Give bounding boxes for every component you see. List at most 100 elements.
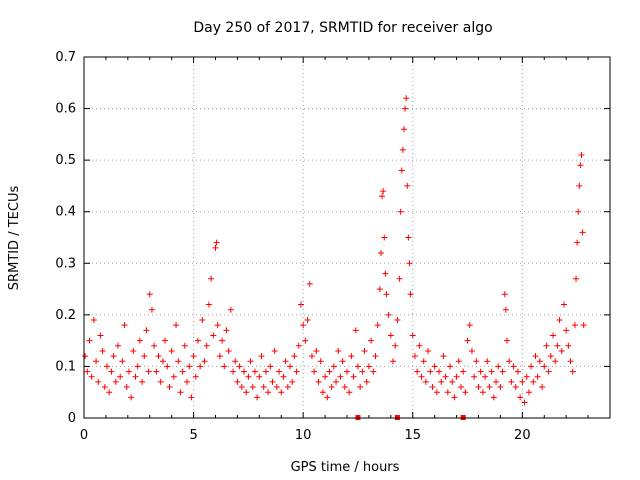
data-point — [99, 347, 106, 354]
data-point — [578, 151, 585, 158]
data-point — [93, 358, 100, 365]
data-point — [457, 384, 464, 391]
data-point — [106, 389, 113, 396]
data-point — [512, 384, 519, 391]
data-point — [132, 373, 139, 380]
data-point — [184, 378, 191, 385]
data-point — [173, 322, 180, 329]
plot-frame — [83, 56, 611, 419]
data-point — [219, 337, 226, 344]
data-point — [380, 188, 387, 195]
data-point — [422, 378, 429, 385]
data-point — [166, 384, 173, 391]
data-point — [234, 378, 241, 385]
data-point — [475, 384, 482, 391]
data-point — [576, 182, 583, 189]
data-point — [181, 342, 188, 349]
data-point — [300, 322, 307, 329]
data-point — [560, 301, 567, 308]
data-point — [377, 249, 384, 256]
data-point — [346, 389, 353, 396]
data-point — [88, 373, 95, 380]
data-point — [554, 342, 561, 349]
data-point — [112, 378, 119, 385]
x-tick-label: 10 — [295, 428, 312, 443]
data-point — [523, 373, 530, 380]
data-point — [495, 363, 502, 370]
data-point — [186, 363, 193, 370]
data-point — [190, 353, 197, 360]
data-point — [530, 378, 537, 385]
x-tick-label: 0 — [80, 428, 88, 443]
data-point — [541, 363, 548, 370]
data-point — [444, 389, 451, 396]
data-point — [289, 378, 296, 385]
data-point — [528, 363, 535, 370]
data-point — [139, 378, 146, 385]
data-point — [580, 322, 587, 329]
data-point — [565, 342, 572, 349]
data-point — [82, 353, 89, 360]
data-point — [322, 373, 329, 380]
data-point — [256, 373, 263, 380]
data-point — [306, 280, 313, 287]
data-point — [302, 337, 309, 344]
data-point — [243, 389, 250, 396]
x-axis-label: GPS time / hours — [291, 460, 400, 475]
data-point — [552, 358, 559, 365]
data-point — [517, 394, 524, 401]
data-point — [317, 358, 324, 365]
data-point — [381, 234, 388, 241]
data-point — [484, 358, 491, 365]
data-point — [192, 373, 199, 380]
y-axis-label: SRMTID / TECUs — [7, 186, 22, 291]
data-point — [501, 291, 508, 298]
data-point — [151, 342, 158, 349]
data-point — [258, 353, 265, 360]
data-point — [558, 347, 565, 354]
y-tick-label: 0.7 — [55, 50, 76, 65]
data-point — [297, 301, 304, 308]
y-tick-label: 0.4 — [55, 205, 76, 220]
data-point — [197, 363, 204, 370]
data-point — [539, 384, 546, 391]
data-point — [271, 347, 278, 354]
data-point — [453, 373, 460, 380]
data-point — [254, 394, 261, 401]
data-point — [506, 358, 513, 365]
data-point — [330, 363, 337, 370]
data-point — [238, 384, 245, 391]
data-point — [414, 368, 421, 375]
data-point — [221, 363, 228, 370]
data-point — [119, 358, 126, 365]
y-tick-label: 0.5 — [55, 153, 76, 168]
data-point — [114, 342, 121, 349]
data-point — [354, 363, 361, 370]
data-point — [203, 342, 210, 349]
data-point — [567, 358, 574, 365]
data-point — [493, 378, 500, 385]
data-point — [212, 244, 219, 251]
data-point — [236, 363, 243, 370]
data-point — [488, 368, 495, 375]
data-point — [370, 368, 377, 375]
data-point — [392, 342, 399, 349]
data-point — [251, 368, 258, 375]
data-point — [502, 306, 509, 313]
data-point — [449, 378, 456, 385]
data-point — [304, 317, 311, 324]
data-point — [447, 363, 454, 370]
data-point — [249, 384, 256, 391]
data-point — [313, 347, 320, 354]
data-point — [177, 389, 184, 396]
y-tick-label: 0.3 — [55, 256, 76, 271]
data-point — [563, 327, 570, 334]
data-point — [333, 378, 340, 385]
data-point — [273, 384, 280, 391]
data-point — [121, 322, 128, 329]
data-point — [363, 378, 370, 385]
data-point — [427, 368, 434, 375]
data-point — [278, 389, 285, 396]
data-point — [136, 337, 143, 344]
data-point — [510, 363, 517, 370]
